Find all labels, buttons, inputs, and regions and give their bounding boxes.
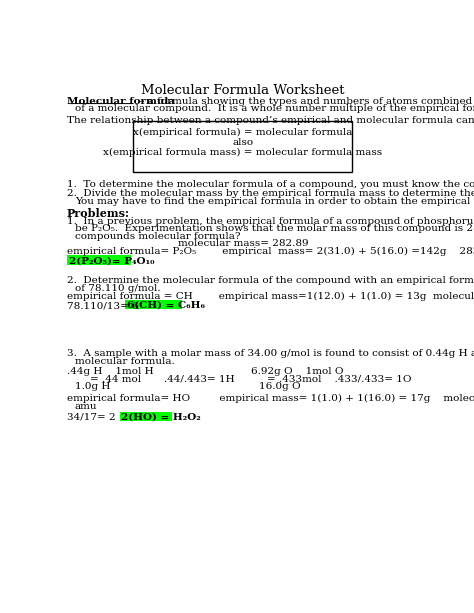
Text: of a molecular compound.  It is a whole number multiple of the empirical formula: of a molecular compound. It is a whole n… xyxy=(75,104,474,113)
Text: x(empirical formula) = molecular formula: x(empirical formula) = molecular formula xyxy=(133,128,353,137)
Text: amu: amu xyxy=(75,402,97,411)
Text: 2.  Divide the molecular mass by the empirical formula mass to determine the who: 2. Divide the molecular mass by the empi… xyxy=(67,189,474,198)
Text: The relationship between a compound’s empirical and molecular formula can be wri: The relationship between a compound’s em… xyxy=(67,116,474,125)
Text: – a formula showing the types and numbers of atoms combined in a single molecule: – a formula showing the types and number… xyxy=(136,97,474,105)
Text: empirical formula = CH        empirical mass=1(12.0) + 1(1.0) = 13g  molecular m: empirical formula = CH empirical mass=1(… xyxy=(67,291,474,300)
Text: 78.110/13= 6: 78.110/13= 6 xyxy=(67,302,139,310)
Text: of 78.110 g/mol.: of 78.110 g/mol. xyxy=(75,284,160,293)
Text: Problems:: Problems: xyxy=(67,208,130,219)
Text: 2.  Determine the molecular formula of the compound with an empirical formula of: 2. Determine the molecular formula of th… xyxy=(67,276,474,285)
Text: 34/17= 2: 34/17= 2 xyxy=(67,413,116,421)
Text: .44g H    1mol H: .44g H 1mol H xyxy=(67,367,154,376)
Text: compounds molecular formula?: compounds molecular formula? xyxy=(75,232,240,241)
Text: 3.  A sample with a molar mass of 34.00 g/mol is found to consist of 0.44g H and: 3. A sample with a molar mass of 34.00 g… xyxy=(67,349,474,358)
Text: You may have to find the empirical formula in order to obtain the empirical form: You may have to find the empirical formu… xyxy=(75,197,474,206)
Text: 2(HO) = H₂O₂: 2(HO) = H₂O₂ xyxy=(121,413,201,421)
Text: = .44 mol       .44/.443= 1H: = .44 mol .44/.443= 1H xyxy=(90,375,235,384)
Text: Molecular formula: Molecular formula xyxy=(67,97,175,105)
FancyBboxPatch shape xyxy=(133,121,352,172)
Text: also: also xyxy=(232,139,254,147)
Text: 6(CH) = C₆H₆: 6(CH) = C₆H₆ xyxy=(127,301,205,310)
Text: 1.0g H: 1.0g H xyxy=(75,383,110,391)
Text: = .433mol    .433/.433= 1O: = .433mol .433/.433= 1O xyxy=(267,375,411,384)
FancyBboxPatch shape xyxy=(67,255,130,265)
Text: 1.  In a previous problem, the empirical formula of a compound of phosphorus and: 1. In a previous problem, the empirical … xyxy=(67,217,474,226)
Text: be P₂O₅.  Experimentation shows that the molar mass of this compound is 283.89g/: be P₂O₅. Experimentation shows that the … xyxy=(75,224,474,234)
Text: 1.  To determine the molecular formula of a compound, you must know the compound: 1. To determine the molecular formula of… xyxy=(67,180,474,189)
Text: 6.92g O    1mol O: 6.92g O 1mol O xyxy=(251,367,344,376)
FancyBboxPatch shape xyxy=(125,300,182,309)
Text: Molecular Formula Worksheet: Molecular Formula Worksheet xyxy=(141,85,345,97)
Text: molecular mass= 282.89: molecular mass= 282.89 xyxy=(178,239,308,248)
Text: x(empirical formula mass) = molecular formula mass: x(empirical formula mass) = molecular fo… xyxy=(103,148,383,158)
Text: empirical formula= HO         empirical mass= 1(1.0) + 1(16.0) = 17g    molecula: empirical formula= HO empirical mass= 1(… xyxy=(67,394,474,403)
Text: molecular formula.: molecular formula. xyxy=(75,357,174,366)
FancyBboxPatch shape xyxy=(120,411,173,421)
Text: 2(P₂O₅)= P₄O₁₀: 2(P₂O₅)= P₄O₁₀ xyxy=(69,256,154,265)
Text: 16.0g O: 16.0g O xyxy=(259,383,301,391)
Text: empirical formula= P₂O₅        empirical  mass= 2(31.0) + 5(16.0) =142g    283.8: empirical formula= P₂O₅ empirical mass= … xyxy=(67,247,474,256)
